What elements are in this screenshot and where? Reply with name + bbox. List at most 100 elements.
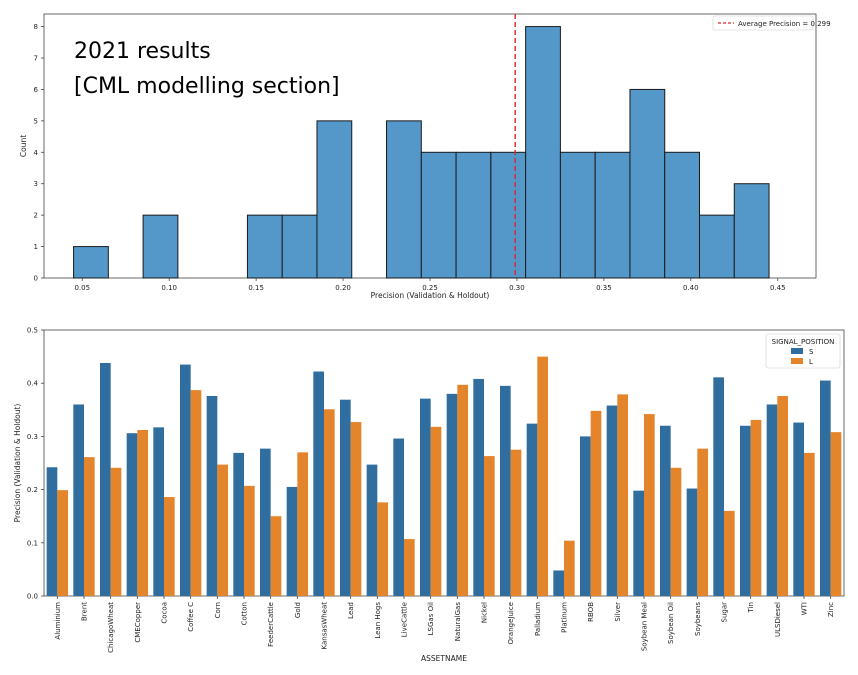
legend-label-L: L: [809, 358, 813, 366]
bar-S: [366, 464, 378, 596]
histogram-bar: [699, 214, 735, 279]
grouped-x-tick-label: Silver: [614, 602, 622, 622]
histogram-y-ticks: 0 1 2 3 4 5 6 7 8: [34, 23, 44, 283]
bar-L: [484, 456, 495, 596]
bar-S: [260, 448, 271, 596]
bar-L: [644, 414, 655, 596]
histogram-x-tick-label: 0.05: [74, 284, 90, 292]
bar-L: [804, 452, 815, 596]
histogram-y-tick-label: 0: [34, 275, 38, 283]
bar-L: [377, 502, 388, 596]
bar-S: [313, 371, 324, 596]
histogram-bar: [246, 214, 283, 279]
grouped-x-tick-label: Palladium: [534, 602, 542, 636]
histogram-legend-box: [712, 15, 814, 31]
bar-L: [697, 448, 708, 596]
histogram-y-tick-label: 6: [34, 86, 39, 94]
histogram-y-tick-label: 7: [34, 55, 38, 63]
annotation-line-1: 2021 results: [74, 39, 211, 64]
bar-S: [100, 362, 111, 596]
histogram-x-tick-label: 0.30: [509, 284, 525, 292]
bar-S: [473, 378, 484, 596]
bar-L: [57, 490, 68, 596]
histogram-x-tick-label: 0.20: [335, 284, 351, 292]
histogram-y-tick-label: 8: [34, 23, 38, 31]
bar-S: [580, 436, 591, 596]
bar-S: [420, 398, 431, 596]
bar-L: [164, 497, 175, 596]
grouped-x-tick-label: OrangeJuice: [507, 602, 515, 644]
bar-L: [270, 516, 282, 596]
bar-L: [830, 432, 842, 596]
grouped-y-tick-label: 0.0: [27, 593, 38, 601]
grouped-plot-area: [43, 329, 845, 597]
bar-L: [84, 457, 95, 596]
legend-swatch-S: [791, 348, 803, 354]
bar-L: [217, 464, 228, 596]
bar-L: [457, 384, 468, 596]
bar-L: [350, 422, 362, 596]
bar-L: [324, 409, 335, 596]
grouped-y-label: Precision (Validation & Holdout): [13, 404, 22, 523]
grouped-y-tick-label: 0.3: [27, 433, 38, 441]
grouped-x-tick-label: ChicagoWheat: [107, 602, 115, 653]
histogram-chart: 0.05 0.10 0.15 0.20 0.25 0.30 0.35 0.40 0.45 0 1 2…: [19, 13, 831, 300]
bar-L: [190, 390, 202, 596]
histogram-bar: [664, 151, 701, 279]
grouped-x-tick-label: Soybeans: [694, 602, 702, 636]
grouped-x-tick-label: RBOB: [587, 602, 595, 622]
histogram-y-tick-label: 2: [34, 212, 38, 220]
grouped-x-tick-label: Soybean Oil: [667, 602, 675, 644]
bar-S: [633, 490, 644, 596]
bar-S: [793, 422, 804, 596]
histogram-bar: [559, 151, 596, 279]
bar-S: [686, 488, 698, 596]
grouped-legend: SIGNAL_POSITION S L: [765, 333, 841, 369]
histogram-x-tick-label: 0.10: [161, 284, 177, 292]
histogram-x-label: Precision (Validation & Holdout): [371, 291, 490, 300]
histogram-bar: [455, 151, 492, 279]
bar-S: [180, 364, 191, 596]
histogram-x-tick-label: 0.45: [770, 284, 786, 292]
grouped-x-tick-label: FeederCattle: [267, 602, 275, 647]
bar-S: [206, 395, 218, 596]
grouped-x-tick-label: Nickel: [481, 602, 489, 623]
bar-L: [430, 426, 442, 596]
grouped-x-tick-label: Cotton: [241, 602, 249, 625]
bar-L: [110, 467, 122, 596]
bar-S: [446, 393, 458, 596]
bar-S: [740, 425, 751, 596]
histogram-y-tick-label: 5: [34, 117, 38, 125]
bar-L: [137, 430, 148, 596]
bar-S: [500, 385, 511, 596]
histogram-bar: [73, 246, 109, 279]
grouped-x-tick-label: KansasWheat: [321, 602, 329, 650]
bar-L: [777, 395, 788, 596]
bar-S: [766, 404, 778, 596]
histogram-bar: [594, 151, 631, 279]
grouped-x-tick-label: Sugar: [721, 602, 729, 623]
grouped-bar-chart: Aluminium Brent ChicagoWheat CMECopper Cocoa…: [13, 327, 845, 663]
grouped-x-ticks: Aluminium Brent ChicagoWheat CMECopper Cocoa…: [54, 596, 835, 653]
legend-label-S: S: [809, 348, 814, 356]
grouped-y-ticks: 0.0 0.1 0.2 0.3 0.4 0.5: [27, 327, 44, 601]
histogram-x-ticks: 0.05 0.10 0.15 0.20 0.25 0.30 0.35 0.40 0.45: [74, 278, 786, 292]
grouped-x-tick-label: Platinum: [561, 602, 569, 633]
histogram-bar: [420, 151, 457, 279]
legend-swatch-L: [791, 358, 803, 364]
grouped-y-tick-label: 0.5: [27, 327, 38, 335]
bar-S: [393, 438, 404, 596]
bar-L: [617, 394, 628, 596]
bar-S: [713, 377, 724, 596]
grouped-x-tick-label: ULSDiesel: [774, 602, 782, 637]
histogram-bar: [386, 120, 422, 279]
bar-L: [724, 510, 735, 596]
grouped-x-tick-label: Cocoa: [161, 602, 169, 624]
grouped-x-tick-label: Lean Hogs: [374, 602, 382, 639]
grouped-x-tick-label: Corn: [214, 602, 222, 618]
grouped-x-tick-label: CMECopper: [134, 602, 142, 643]
histogram-bar: [490, 151, 527, 279]
bar-S: [820, 380, 831, 596]
bar-L: [537, 356, 548, 596]
